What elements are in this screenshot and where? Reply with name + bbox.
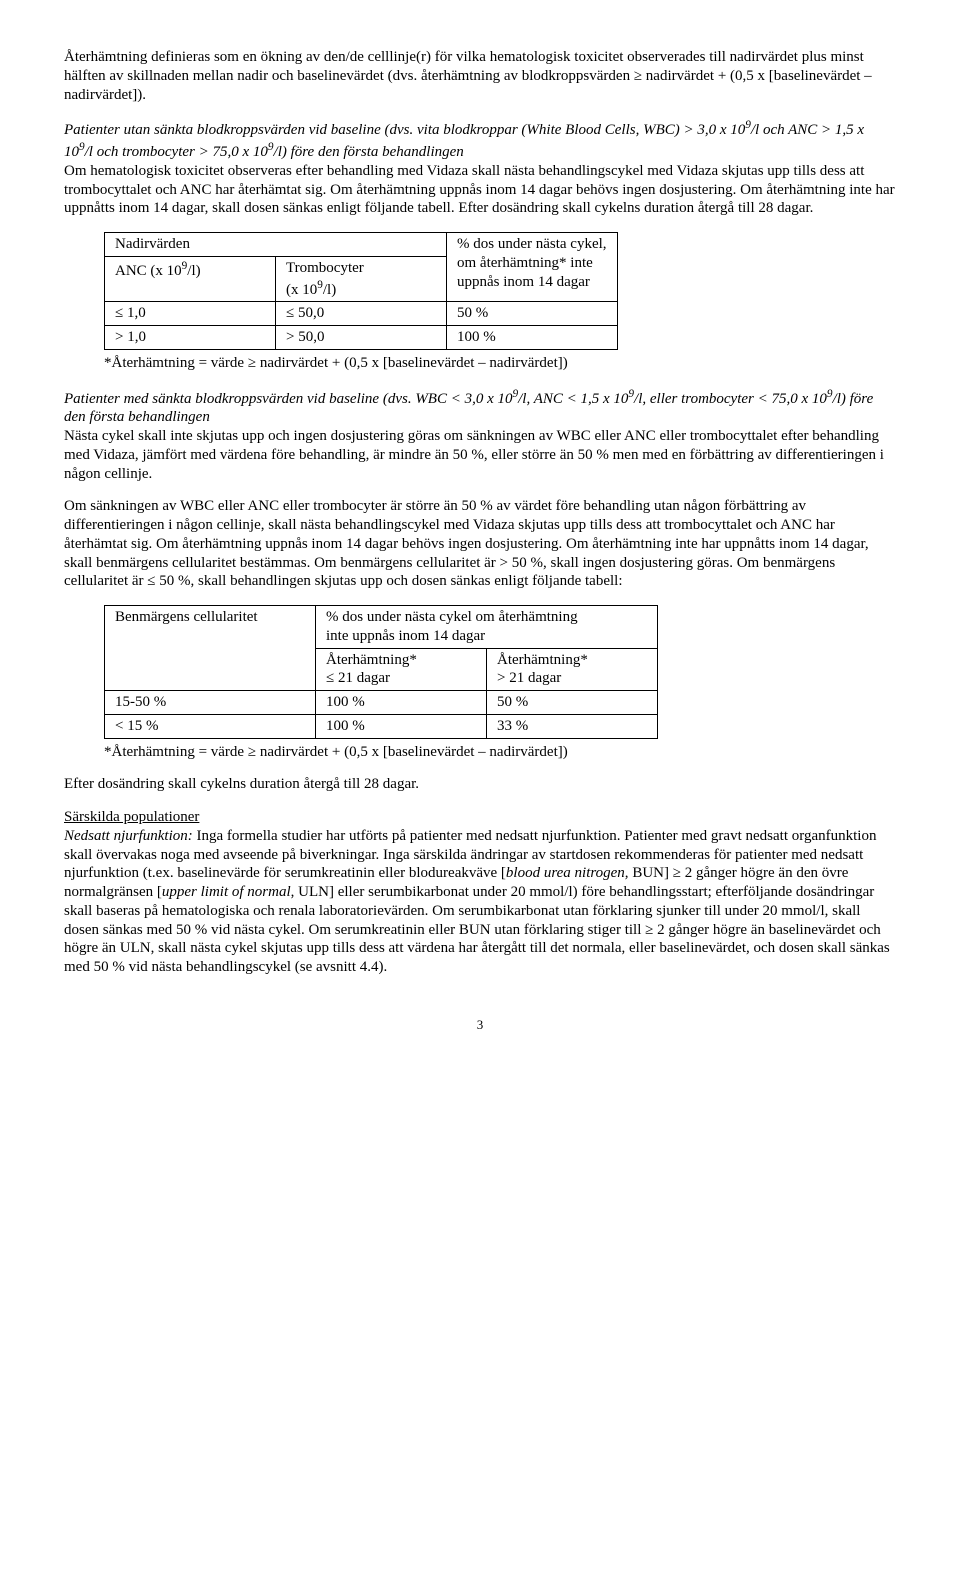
txt-p6a: Nedsatt njurfunktion: — [64, 828, 193, 844]
txt-p2c: /l och trombocyter > 75,0 x 10 — [85, 144, 268, 160]
paragraph-after-dose-change: Efter dosändring skall cykelns duration … — [64, 775, 896, 794]
txt-p2e: Om hematologisk toxicitet observeras eft… — [64, 163, 895, 217]
page-number: 3 — [64, 1017, 896, 1033]
t1-r2c2: > 50,0 — [276, 326, 447, 350]
italic-lead-2: Patienter med sänkta blodkroppsvärden vi… — [64, 391, 873, 426]
italic-lead-1: Patienter utan sänkta blodkroppsvärden v… — [64, 122, 864, 160]
txt-p3a: Patienter med sänkta blodkroppsvärden vi… — [64, 391, 513, 407]
t2-h3a: Återhämtning* — [326, 652, 417, 668]
t2-r1c3: 50 % — [487, 691, 658, 715]
t1-h3c: /l) — [323, 282, 336, 298]
t2-h2a: % dos under nästa cykel om återhämtning — [326, 609, 578, 625]
t1-h3a: Trombocyter — [286, 260, 364, 276]
paragraph-renal: Nedsatt njurfunktion: Inga formella stud… — [64, 827, 896, 977]
t1-h4a: % dos under nästa cykel, — [457, 236, 607, 252]
t1-h-nadir: Nadirvärden — [105, 233, 447, 257]
txt-p2a: Patienter utan sänkta blodkroppsvärden v… — [64, 122, 745, 138]
t2-r2c1: < 15 % — [105, 714, 316, 738]
t1-r1c3: 50 % — [447, 302, 618, 326]
t1-h2b: /l) — [187, 263, 200, 279]
t2-h-cellularity: Benmärgens cellularitet — [105, 606, 316, 691]
t1-h-tromb: Trombocyter (x 109/l) — [276, 256, 447, 302]
t1-h3b: (x 10 — [286, 282, 317, 298]
t2-h4b: > 21 dagar — [497, 670, 561, 686]
t1-r2c1: > 1,0 — [105, 326, 276, 350]
t1-h-pctdose: % dos under nästa cykel, om återhämtning… — [447, 233, 618, 302]
t2-h-pctdose: % dos under nästa cykel om återhämtning … — [316, 606, 658, 649]
t2-r2c3: 33 % — [487, 714, 658, 738]
t2-h3b: ≤ 21 dagar — [326, 670, 390, 686]
txt-p2d: /l) före den första behandlingen — [274, 144, 464, 160]
t1-h-anc: ANC (x 109/l) — [105, 256, 276, 302]
heading-special-text: Särskilda populationer — [64, 809, 199, 825]
txt-p6c: blood urea nitrogen, — [506, 865, 629, 881]
table-dose-nadir: Nadirvärden % dos under nästa cykel, om … — [104, 232, 618, 350]
t2-r1c1: 15-50 % — [105, 691, 316, 715]
t1-h4c: uppnås inom 14 dagar — [457, 274, 590, 290]
paragraph-patients-with: Patienter med sänkta blodkroppsvärden vi… — [64, 387, 896, 484]
txt-p3e: Nästa cykel skall inte skjutas upp och i… — [64, 428, 884, 482]
paragraph-recovery-def: Återhämtning definieras som en ökning av… — [64, 48, 896, 104]
t1-r2c3: 100 % — [447, 326, 618, 350]
t2-r2c2: 100 % — [316, 714, 487, 738]
t1-r1c1: ≤ 1,0 — [105, 302, 276, 326]
t2-h4a: Återhämtning* — [497, 652, 588, 668]
table-marrow-cellularity: Benmärgens cellularitet % dos under näst… — [104, 605, 658, 739]
t1-h2a: ANC (x 10 — [115, 263, 182, 279]
paragraph-patients-without: Patienter utan sänkta blodkroppsvärden v… — [64, 118, 896, 218]
footnote-1: *Återhämtning = värde ≥ nadirvärdet + (0… — [104, 354, 896, 373]
txt-p6e: upper limit of normal — [162, 884, 291, 900]
paragraph-reduction-50: Om sänkningen av WBC eller ANC eller tro… — [64, 497, 896, 591]
txt-p3c: /l, eller trombocyter < 75,0 x 10 — [634, 391, 827, 407]
txt-p3b: /l, ANC < 1,5 x 10 — [518, 391, 628, 407]
t2-r1c2: 100 % — [316, 691, 487, 715]
t1-r1c2: ≤ 50,0 — [276, 302, 447, 326]
t2-h-le21: Återhämtning* ≤ 21 dagar — [316, 648, 487, 691]
t1-h4b: om återhämtning* inte — [457, 255, 593, 271]
t2-h2b: inte uppnås inom 14 dagar — [326, 628, 485, 644]
heading-special-populations: Särskilda populationer — [64, 808, 896, 827]
t2-h-gt21: Återhämtning* > 21 dagar — [487, 648, 658, 691]
footnote-2: *Återhämtning = värde ≥ nadirvärdet + (0… — [104, 743, 896, 762]
